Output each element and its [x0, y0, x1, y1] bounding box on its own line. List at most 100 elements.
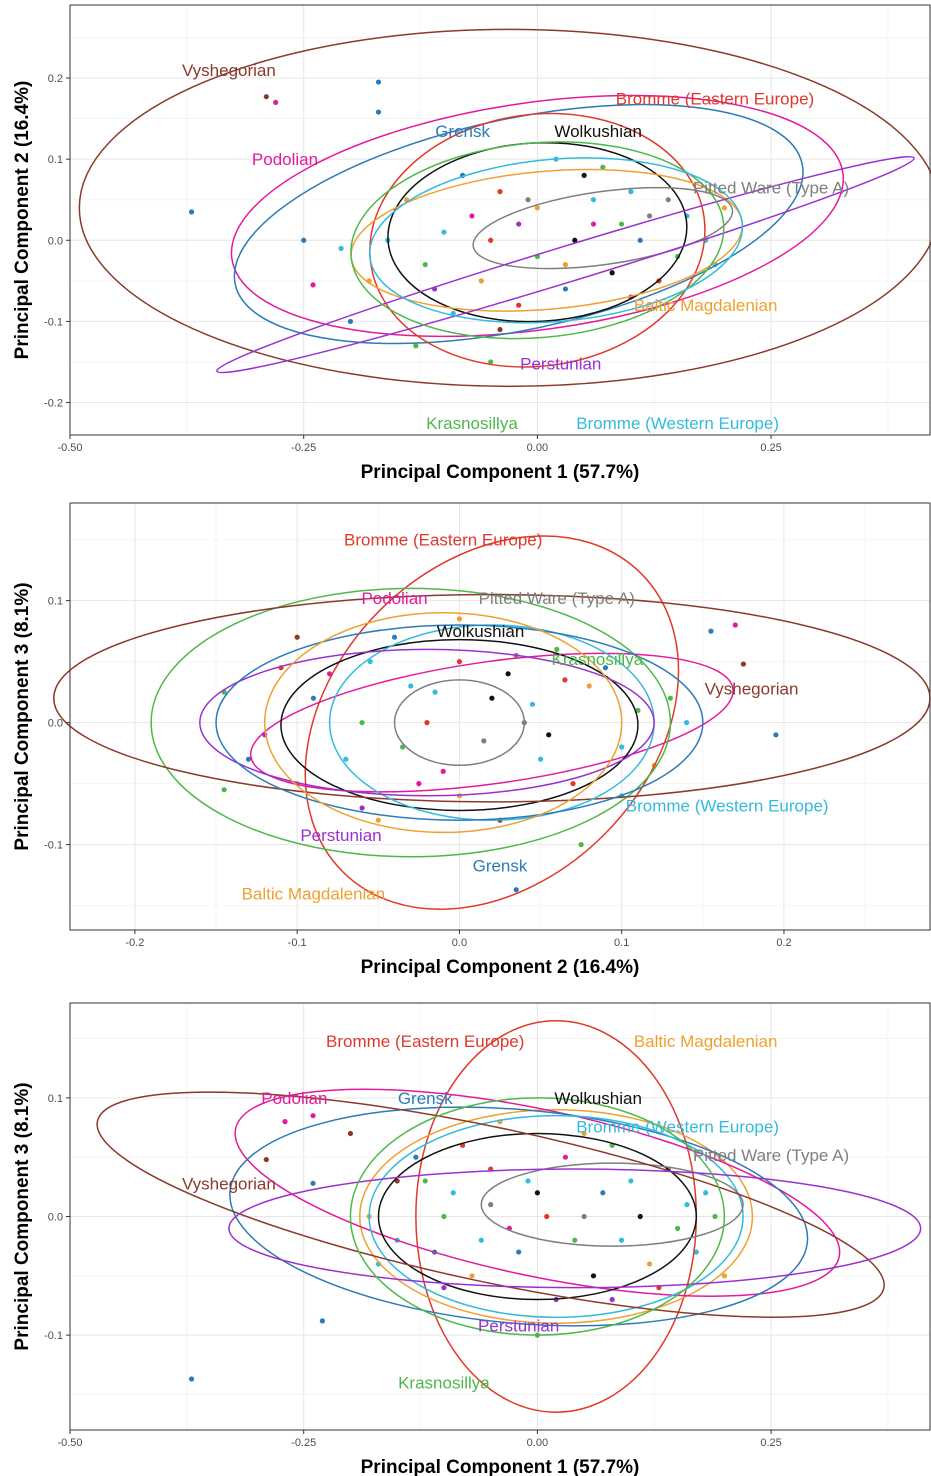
- data-point: [432, 689, 438, 695]
- y-tick-label: 0.0: [48, 1212, 63, 1224]
- data-point: [684, 720, 690, 726]
- data-point: [478, 278, 484, 284]
- group-label: Krasnosillya: [552, 650, 644, 669]
- data-point: [422, 1178, 428, 1184]
- data-point: [375, 79, 382, 85]
- y-tick-label: 0.2: [48, 73, 63, 85]
- data-point: [590, 197, 597, 203]
- data-point: [488, 359, 494, 365]
- data-point: [367, 659, 373, 665]
- group-label: Baltic Magdalenian: [634, 296, 778, 315]
- confidence-ellipse: [216, 155, 915, 374]
- group-label: Vyshegorian: [182, 1174, 276, 1193]
- data-point: [572, 237, 578, 243]
- data-point: [635, 707, 641, 714]
- data-point: [294, 634, 300, 640]
- x-tick-label: 0.2: [776, 937, 791, 949]
- data-point: [301, 237, 307, 243]
- group-label: Bromme (Western Europe): [626, 797, 829, 816]
- data-point: [529, 701, 536, 707]
- y-tick-label: -0.1: [44, 840, 63, 852]
- group-label: Vyshegorian: [182, 61, 276, 80]
- x-tick-label: 0.0: [452, 937, 467, 949]
- data-point: [413, 1154, 419, 1160]
- data-point: [684, 1202, 690, 1208]
- confidence-ellipse: [234, 1088, 841, 1298]
- confidence-ellipse: [359, 1109, 754, 1324]
- data-point: [693, 1249, 699, 1255]
- data-point: [721, 205, 727, 211]
- data-point: [665, 197, 671, 203]
- data-point: [546, 732, 552, 738]
- data-point: [441, 1213, 447, 1220]
- group-label: Podolian: [261, 1089, 327, 1108]
- y-tick-label: -0.1: [44, 316, 63, 328]
- data-point: [609, 1296, 615, 1303]
- data-point: [590, 221, 597, 227]
- data-point: [562, 677, 568, 683]
- data-point: [675, 1225, 681, 1231]
- data-point: [637, 237, 643, 243]
- confidence-ellipse: [480, 1162, 744, 1247]
- data-point: [586, 683, 592, 689]
- data-point: [440, 768, 446, 775]
- x-axis-title: Principal Component 1 (57.7%): [361, 462, 640, 483]
- data-point: [188, 209, 195, 215]
- group-label: Wolkushian: [437, 622, 525, 641]
- pca-panel-pc1-pc2: -0.50 -0.25 0.00 0.25 -0.2 -0.1 0.0 0.1 0.2 Vyshe…: [12, 4, 931, 483]
- data-point: [359, 805, 365, 811]
- data-point: [554, 646, 560, 653]
- data-point: [450, 1190, 456, 1196]
- data-point: [646, 213, 653, 219]
- data-point: [581, 1213, 587, 1220]
- confidence-ellipse: [377, 1132, 698, 1301]
- group-label: Podolian: [361, 589, 427, 608]
- group-label: Pitted Ware (Type A): [479, 589, 635, 608]
- confidence-ellipse: [199, 648, 655, 797]
- group-label: Krasnosillya: [398, 1374, 490, 1393]
- confidence-ellipse: [230, 94, 845, 338]
- group-label: Grensk: [435, 122, 490, 141]
- group-label: Wolkushian: [554, 122, 642, 141]
- y-tick-label: 0.1: [48, 596, 63, 608]
- data-point: [488, 1202, 494, 1208]
- group-label: Vyshegorian: [705, 679, 799, 698]
- plot-background: [70, 5, 930, 435]
- group-label: Bromme (Eastern Europe): [326, 1032, 524, 1051]
- data-point: [572, 1237, 578, 1243]
- data-point: [359, 720, 365, 726]
- data-point: [497, 326, 503, 333]
- y-tick-label: 0.1: [48, 1093, 63, 1105]
- data-point: [562, 1154, 569, 1160]
- data-point: [497, 189, 503, 195]
- data-point: [628, 189, 634, 195]
- confidence-ellipse: [472, 186, 734, 270]
- data-point: [667, 695, 673, 701]
- y-axis-title: Principal Component 3 (8.1%): [12, 1082, 33, 1350]
- data-point: [338, 245, 344, 251]
- group-label: Bromme (Western Europe): [576, 1117, 779, 1136]
- data-point: [703, 1190, 709, 1196]
- x-tick-label: 0.00: [527, 442, 548, 454]
- data-point: [525, 197, 531, 203]
- confidence-ellipse: [304, 535, 680, 910]
- data-point: [609, 270, 615, 276]
- x-tick-label: 0.00: [527, 1437, 548, 1449]
- data-point: [310, 695, 316, 701]
- plot-background: [70, 503, 930, 930]
- y-tick-label: 0.0: [48, 718, 63, 730]
- y-tick-label: 0.0: [48, 235, 63, 247]
- group-label: Grensk: [473, 856, 528, 875]
- confidence-ellipse: [368, 157, 744, 324]
- data-point: [513, 887, 519, 893]
- confidence-ellipse: [229, 1106, 809, 1327]
- data-point: [413, 343, 419, 349]
- x-tick-label: -0.50: [57, 442, 82, 454]
- y-tick-label: 0.1: [48, 154, 63, 166]
- y-axis-title: Principal Component 3 (8.1%): [12, 582, 33, 850]
- x-tick-label: -0.2: [125, 937, 144, 949]
- x-tick-label: 0.25: [760, 1437, 781, 1449]
- data-point: [581, 172, 587, 178]
- data-point: [188, 1376, 195, 1382]
